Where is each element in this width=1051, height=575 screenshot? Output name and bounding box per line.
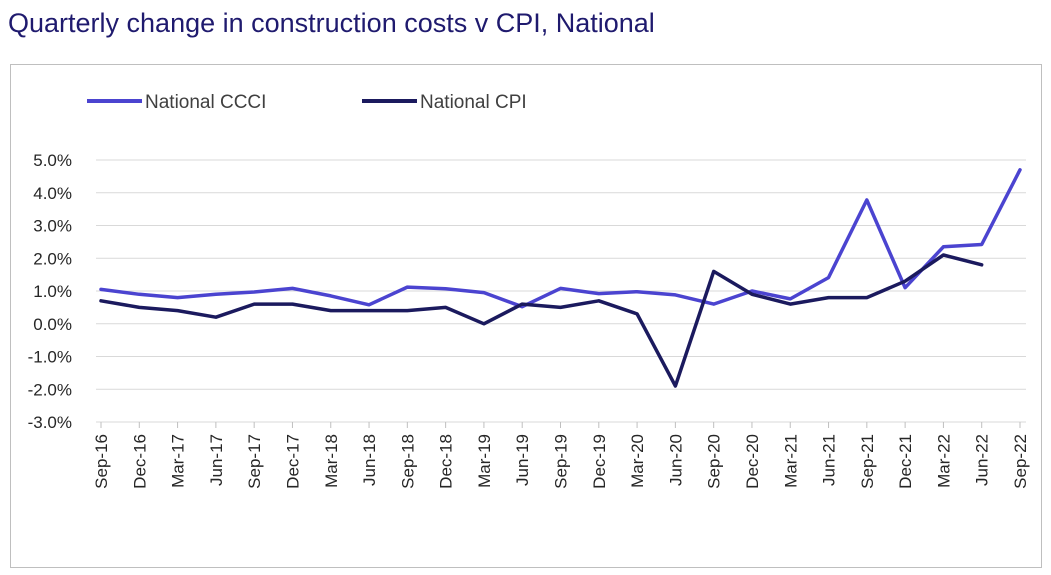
page-title: Quarterly change in construction costs v… <box>8 8 655 38</box>
x-tick-label: Sep-17 <box>245 434 264 489</box>
x-tick-label: Jun-17 <box>207 434 226 486</box>
x-tick-label: Mar-20 <box>628 434 647 488</box>
gridlines <box>96 159 1026 423</box>
x-tick-label: Dec-18 <box>437 434 456 489</box>
y-tick-label: -1.0% <box>28 348 72 367</box>
x-tick-label: Dec-19 <box>590 434 609 489</box>
legend-label: National CPI <box>420 92 527 113</box>
x-tick-label: Jun-21 <box>820 434 839 486</box>
y-tick-label: -3.0% <box>28 413 72 432</box>
series-line-national-cpi <box>99 253 984 388</box>
x-tick-label: Mar-21 <box>781 434 800 488</box>
y-tick-label: 0.0% <box>33 315 72 334</box>
x-tick-label: Sep-16 <box>92 434 111 489</box>
x-tick-label: Dec-17 <box>283 434 302 489</box>
legend: National CCCI National CPI <box>87 92 527 113</box>
y-tick-label: 5.0% <box>33 151 72 170</box>
x-tick-label: Mar-17 <box>169 434 188 488</box>
y-tick-label: 1.0% <box>33 282 72 301</box>
x-tick-label: Dec-21 <box>896 434 915 489</box>
series-lines <box>99 168 1022 388</box>
x-tick-label: Sep-21 <box>858 434 877 489</box>
x-tick-label: Jun-19 <box>513 434 532 486</box>
y-tick-label: 2.0% <box>33 249 72 268</box>
x-tick-label: Mar-22 <box>934 434 953 488</box>
x-tick-label: Jun-18 <box>360 434 379 486</box>
x-tick-label: Jun-22 <box>973 434 992 486</box>
y-tick-label: -2.0% <box>28 380 72 399</box>
x-tick-label: Jun-20 <box>666 434 685 486</box>
x-tick-label: Mar-18 <box>322 434 341 488</box>
x-tick-label: Sep-20 <box>705 434 724 489</box>
x-tick-label: Mar-19 <box>475 434 494 488</box>
x-tick-label: Dec-20 <box>743 434 762 489</box>
x-tick-label: Sep-18 <box>398 434 417 489</box>
x-tick-label: Dec-16 <box>130 434 149 489</box>
chart-frame <box>10 64 1042 568</box>
series-line-national-ccci <box>99 168 1022 309</box>
y-tick-label: 4.0% <box>33 184 72 203</box>
x-tick-label: Sep-22 <box>1011 434 1030 489</box>
x-axis: Sep-16 Dec-16 Mar-17 Jun-17 Sep-17 Dec-17 Mar-… <box>92 422 1030 489</box>
x-tick-label: Sep-19 <box>552 434 571 489</box>
legend-label: National CCCI <box>145 92 266 113</box>
y-tick-label: 3.0% <box>33 217 72 236</box>
y-axis: 5.0% 4.0% 3.0% 2.0% 1.0% 0.0% -1.0% -2.0% -3.0% <box>28 151 72 432</box>
